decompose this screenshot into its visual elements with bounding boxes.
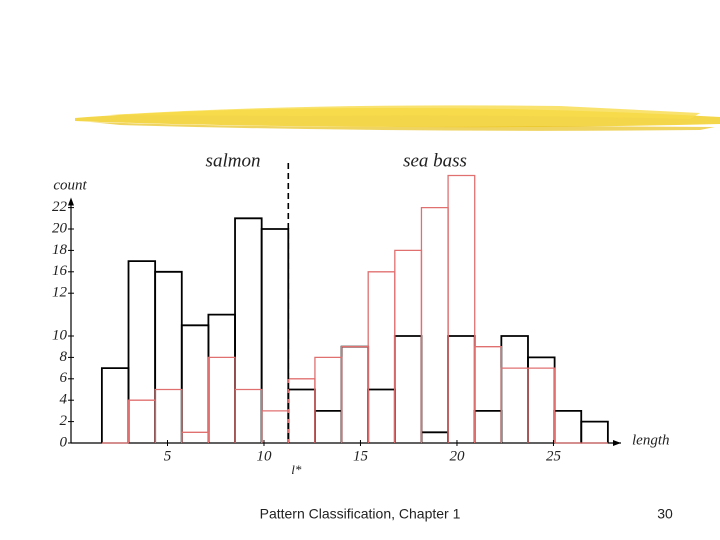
histogram-bin bbox=[314, 356, 343, 443]
histogram-bin bbox=[500, 335, 529, 443]
histogram-bin bbox=[420, 206, 449, 443]
footer: Pattern Classification, Chapter 1 bbox=[260, 506, 461, 522]
threshold-label: l* bbox=[291, 462, 302, 477]
histogram-bin bbox=[447, 174, 476, 443]
y-axis-arrow bbox=[68, 197, 74, 206]
histogram-bin bbox=[473, 410, 503, 443]
y-tick-label: 22 bbox=[52, 199, 68, 215]
y-tick-label: 12 bbox=[52, 285, 68, 301]
histogram-bin bbox=[553, 410, 583, 443]
series-label: sea bass bbox=[403, 150, 467, 171]
histogram-bin bbox=[367, 388, 396, 443]
y-tick-label: 16 bbox=[52, 263, 68, 279]
y-tick-label: 6 bbox=[60, 370, 68, 386]
y-tick-label: 8 bbox=[60, 349, 68, 365]
histogram-bin bbox=[367, 271, 396, 443]
histogram-bin bbox=[234, 217, 263, 443]
histogram-bin bbox=[287, 378, 316, 443]
histogram-bin bbox=[527, 367, 556, 443]
x-tick-label: 25 bbox=[546, 448, 562, 464]
x-tick-label: 15 bbox=[353, 448, 369, 464]
y-tick-label: 2 bbox=[60, 413, 68, 429]
histogram-bin bbox=[154, 270, 183, 443]
series-label: salmon bbox=[206, 150, 261, 171]
x-tick-label: 10 bbox=[256, 448, 272, 464]
x-axis-arrow bbox=[613, 440, 621, 446]
y-tick-label: 20 bbox=[52, 220, 68, 236]
histogram-bin bbox=[393, 335, 423, 443]
histogram-bin bbox=[287, 388, 316, 443]
histogram-bin bbox=[100, 367, 130, 443]
page-number: 30 bbox=[657, 506, 673, 522]
histogram-bin bbox=[207, 313, 236, 443]
x-tick-label: 20 bbox=[449, 448, 465, 464]
y-tick-label: 18 bbox=[52, 242, 68, 258]
histogram-bin bbox=[474, 346, 503, 443]
y-axis-label: count bbox=[53, 177, 87, 193]
histogram-bin bbox=[234, 388, 263, 443]
x-axis-label: length bbox=[632, 432, 670, 448]
histogram-bin bbox=[127, 260, 157, 443]
histogram-bin bbox=[314, 410, 343, 443]
histogram-bin bbox=[181, 431, 210, 443]
histogram-bin bbox=[500, 367, 529, 443]
y-tick-label: 10 bbox=[52, 327, 68, 343]
histogram-bin bbox=[261, 410, 289, 443]
histogram-bin bbox=[447, 335, 476, 443]
histogram-bin bbox=[527, 356, 556, 443]
x-tick-label: 5 bbox=[164, 448, 172, 464]
yellow-brush-stroke bbox=[75, 105, 720, 131]
histogram-bin bbox=[580, 420, 609, 443]
histogram-bin bbox=[340, 346, 369, 443]
histogram-bin bbox=[180, 324, 210, 443]
histogram-bin bbox=[394, 249, 423, 443]
histogram-bin bbox=[420, 431, 449, 443]
y-tick-label: 0 bbox=[60, 434, 68, 450]
histogram-bin bbox=[340, 345, 370, 443]
histogram-bin bbox=[207, 356, 236, 443]
histogram-bin bbox=[154, 388, 183, 443]
y-tick-label: 4 bbox=[60, 392, 68, 408]
histogram-bin bbox=[127, 399, 156, 443]
